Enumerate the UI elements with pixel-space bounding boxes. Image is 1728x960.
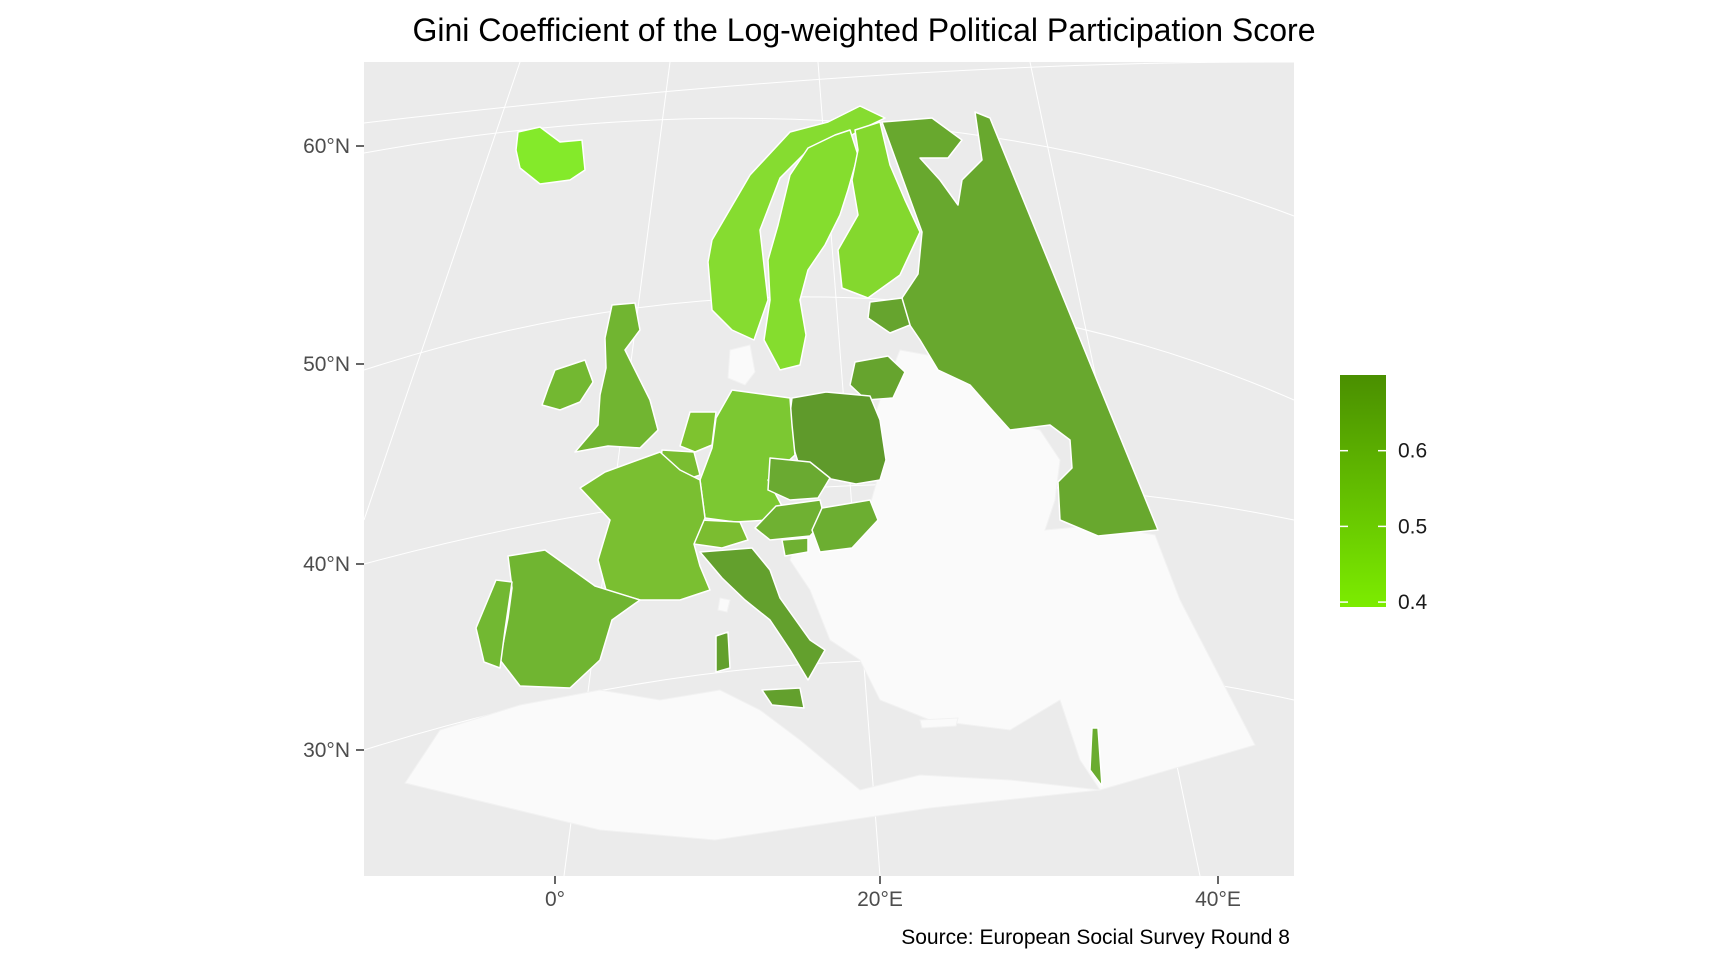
region-lithuania[interactable] (849, 355, 906, 401)
region-israel[interactable] (1089, 727, 1103, 787)
x-tick-label: 40°E (1195, 888, 1241, 911)
legend-colorbar (1340, 375, 1386, 607)
y-tick-label: 60°N (303, 135, 350, 158)
region-sicily[interactable] (761, 687, 805, 709)
region-estonia[interactable] (867, 297, 911, 334)
y-tick-label: 40°N (303, 553, 350, 576)
region-united-kingdom[interactable] (574, 302, 659, 453)
grid-lat-40 (363, 483, 1295, 565)
region-finland[interactable] (837, 121, 921, 299)
y-tick-label: 30°N (303, 739, 350, 762)
region-italy[interactable] (699, 547, 826, 681)
x-tick-label: 20°E (857, 888, 903, 911)
y-tick-label: 50°N (303, 353, 350, 376)
y-axis: 60°N 50°N 40°N 30°N (303, 135, 364, 762)
region-netherlands[interactable] (679, 411, 717, 453)
region-spain[interactable] (499, 549, 641, 689)
north-africa-no-data (404, 689, 1101, 841)
color-legend: 0.6 0.5 0.4 (1340, 375, 1428, 614)
country-shapes (475, 105, 1159, 787)
region-slovenia[interactable] (781, 537, 809, 557)
region-russia[interactable] (881, 111, 1159, 537)
region-ireland[interactable] (541, 359, 594, 411)
source-caption: Source: European Social Survey Round 8 (901, 926, 1290, 949)
legend-tick-label: 0.4 (1398, 591, 1428, 614)
x-axis: 0° 20°E 40°E (545, 876, 1241, 911)
legend-tick-label: 0.6 (1398, 440, 1427, 463)
map-title: Gini Coefficient of the Log-weighted Pol… (412, 12, 1316, 48)
grid-lat-50 (363, 296, 1295, 401)
region-portugal[interactable] (475, 579, 513, 669)
region-czechia[interactable] (767, 457, 831, 501)
no-data-land (404, 344, 1256, 841)
region-hungary[interactable] (811, 499, 879, 553)
region-austria[interactable] (754, 499, 826, 541)
region-sweden[interactable] (763, 129, 859, 371)
region-sardinia[interactable] (715, 631, 731, 673)
denmark-region-no-data (727, 344, 756, 386)
region-iceland[interactable] (515, 126, 586, 185)
legend-tick-label: 0.5 (1398, 515, 1427, 538)
region-france[interactable] (579, 451, 711, 601)
crete-island-no-data (919, 717, 959, 729)
grid-lon-n20 (363, 61, 521, 521)
corsica-island-no-data (717, 597, 731, 613)
x-tick-label: 0° (545, 888, 565, 911)
grid-lat-70 (363, 61, 1295, 124)
